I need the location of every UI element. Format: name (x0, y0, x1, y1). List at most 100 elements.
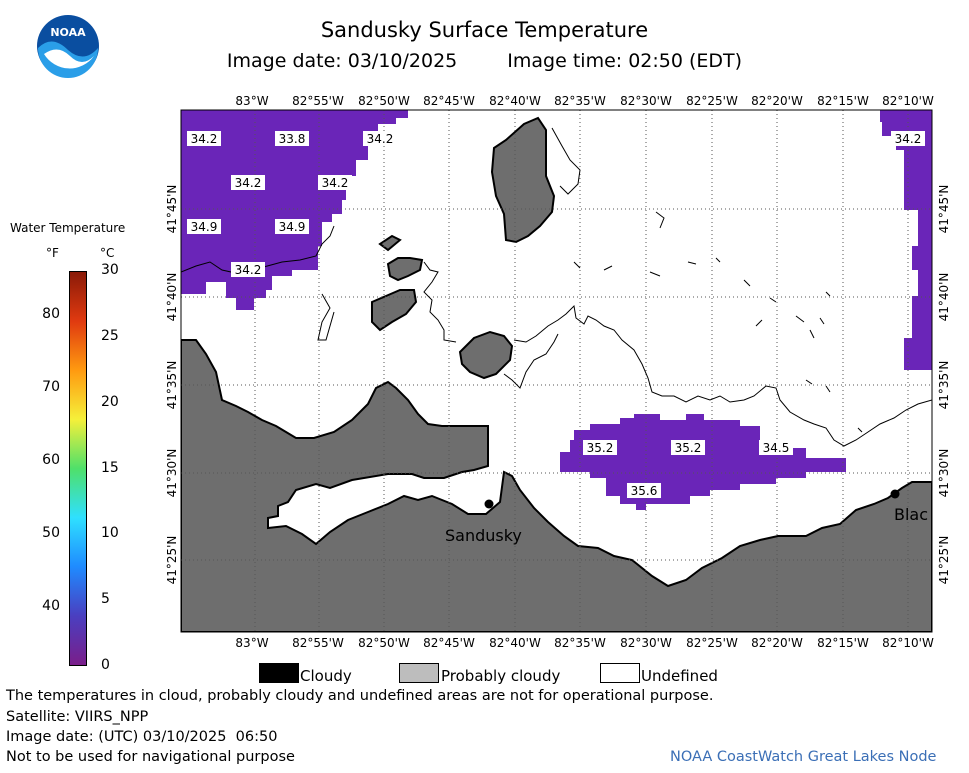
colorbar-tick-c: 15 (101, 459, 119, 476)
water-region-east (880, 110, 932, 370)
colorbar-tick-f: 40 (42, 598, 60, 615)
longitude-label: 82°55'W (292, 636, 344, 650)
footer-satellite: Satellite: VIIRS_NPP (6, 709, 149, 725)
temperature-label-bg (187, 131, 221, 146)
longitude-labels-bottom: 83°W 82°55'W 82°50'W 82°45'W 82°40'W 82°35'W 8… (235, 636, 934, 650)
temperature-label: 34.2 (235, 263, 262, 277)
latitude-label: 41°40'N (165, 273, 179, 322)
temperature-label-bg (275, 219, 309, 234)
land-bass-island-south (371, 289, 418, 332)
temperature-label-bg (231, 175, 265, 190)
longitude-label: 82°10'W (882, 94, 934, 108)
temperature-label: 34.5 (763, 441, 790, 455)
land-south-shore (181, 339, 932, 632)
key-box-probably-cloudy (399, 663, 439, 683)
temperature-label: 35.6 (631, 484, 658, 498)
longitude-label: 82°55'W (292, 94, 344, 108)
image-date: Image date: 03/10/2025 (226, 50, 458, 72)
latitude-label: 41°45'N (165, 185, 179, 234)
temperature-label-bg (891, 131, 925, 146)
colorbar-tick-c: 0 (101, 657, 110, 673)
colorbar-tick-c: 10 (101, 525, 119, 542)
temperature-label-bg (627, 483, 661, 498)
colorbar-tick-c: 20 (101, 393, 119, 410)
sandusky-marker (484, 499, 494, 509)
shoreline-contours (181, 127, 932, 447)
temperature-labels: 34.2 33.8 34.2 34.2 34.2 34.2 34.9 34.9 34.2 35.2… (187, 131, 925, 498)
colorbar-tick-c: 5 (101, 591, 110, 608)
land-rattlesnake-island (378, 234, 402, 252)
unit-fahrenheit: °F (46, 246, 59, 260)
latitude-label: 41°30'N (165, 449, 179, 498)
longitude-label: 82°10'W (882, 636, 934, 650)
latitude-label: 41°25'N (165, 536, 179, 585)
image-time: Image time: 02:50 (EDT) (507, 50, 743, 72)
longitude-label: 82°35'W (554, 94, 606, 108)
longitude-label: 82°30'W (620, 94, 672, 108)
colorbar-tick-f: 80 (42, 305, 60, 322)
longitude-label: 82°50'W (358, 636, 410, 650)
temperature-label: 34.2 (235, 176, 262, 190)
place-label-sandusky: Sandusky (445, 526, 522, 545)
temperature-label: 35.2 (675, 441, 702, 455)
land-bass-island-middle (386, 257, 424, 282)
logo-text: NOAA (50, 26, 86, 39)
latitude-label: 41°25'N (937, 536, 951, 585)
temperature-label: 34.9 (191, 220, 218, 234)
temperature-label: 33.8 (279, 132, 306, 146)
footer-disclaimer: The temperatures in cloud, probably clou… (6, 688, 714, 704)
land-marblehead-island (490, 116, 556, 244)
temperature-label: 35.2 (587, 441, 614, 455)
latitude-labels-right: 41°45'N 41°40'N 41°35'N 41°30'N 41°25'N (937, 185, 951, 585)
unit-celsius: °C (100, 246, 115, 260)
black-river-marker (890, 489, 900, 499)
temperature-label: 34.9 (279, 220, 306, 234)
longitude-label: 82°40'W (489, 636, 541, 650)
temperature-label: 34.2 (367, 132, 394, 146)
land-kelleys-island (458, 330, 514, 380)
key-box-cloudy (259, 663, 299, 683)
temperature-label-bg (363, 131, 397, 146)
footer-credit: NOAA CoastWatch Great Lakes Node (670, 749, 937, 765)
longitude-label: 82°20'W (751, 636, 803, 650)
longitude-label: 82°40'W (489, 94, 541, 108)
colorbar-tick-c: 30 (101, 262, 119, 278)
longitude-label: 83°W (235, 636, 268, 650)
key-label-probably-cloudy: Probably cloudy (441, 667, 561, 685)
footer-utc-date: Image date: (UTC) 03/10/2025 06:50 (6, 729, 278, 745)
latitude-label: 41°35'N (937, 361, 951, 410)
temperature-label-bg (671, 440, 705, 455)
longitude-label: 82°50'W (358, 94, 410, 108)
latitude-label: 41°45'N (937, 185, 951, 234)
longitude-labels-top: 83°W 82°55'W 82°50'W 82°45'W 82°40'W 82°35'W 8… (235, 94, 934, 108)
longitude-label: 82°15'W (817, 636, 869, 650)
longitude-label: 82°25'W (686, 636, 738, 650)
water-region-northwest (181, 110, 408, 310)
longitude-label: 82°45'W (423, 636, 475, 650)
temperature-label: 34.2 (322, 176, 349, 190)
temperature-label-bg (583, 440, 617, 455)
place-label-black-river: Blac (894, 505, 928, 524)
latitude-label: 41°35'N (165, 361, 179, 410)
graticule (181, 110, 932, 632)
key-label-undefined: Undefined (641, 667, 718, 685)
map-frame (180, 109, 933, 633)
longitude-label: 82°30'W (620, 636, 672, 650)
key-label-cloudy: Cloudy (300, 667, 352, 685)
temperature-label-bg (318, 175, 352, 190)
colorbar-tick-c: 25 (101, 327, 119, 344)
colorbar-tick-f: 50 (42, 525, 60, 542)
temperature-colorbar (69, 271, 87, 666)
temperature-label-bg (231, 262, 265, 277)
temperature-label: 34.2 (895, 132, 922, 146)
footer-navigation-note: Not to be used for navigational purpose (6, 749, 295, 765)
map-title: Sandusky Surface Temperature (320, 18, 649, 42)
legend-title: Water Temperature (10, 221, 126, 235)
temperature-label-bg (187, 219, 221, 234)
longitude-label: 82°20'W (751, 94, 803, 108)
temperature-label: 34.2 (191, 132, 218, 146)
longitude-label: 82°45'W (423, 94, 475, 108)
latitude-label: 41°40'N (937, 273, 951, 322)
temperature-label-bg (275, 131, 309, 146)
